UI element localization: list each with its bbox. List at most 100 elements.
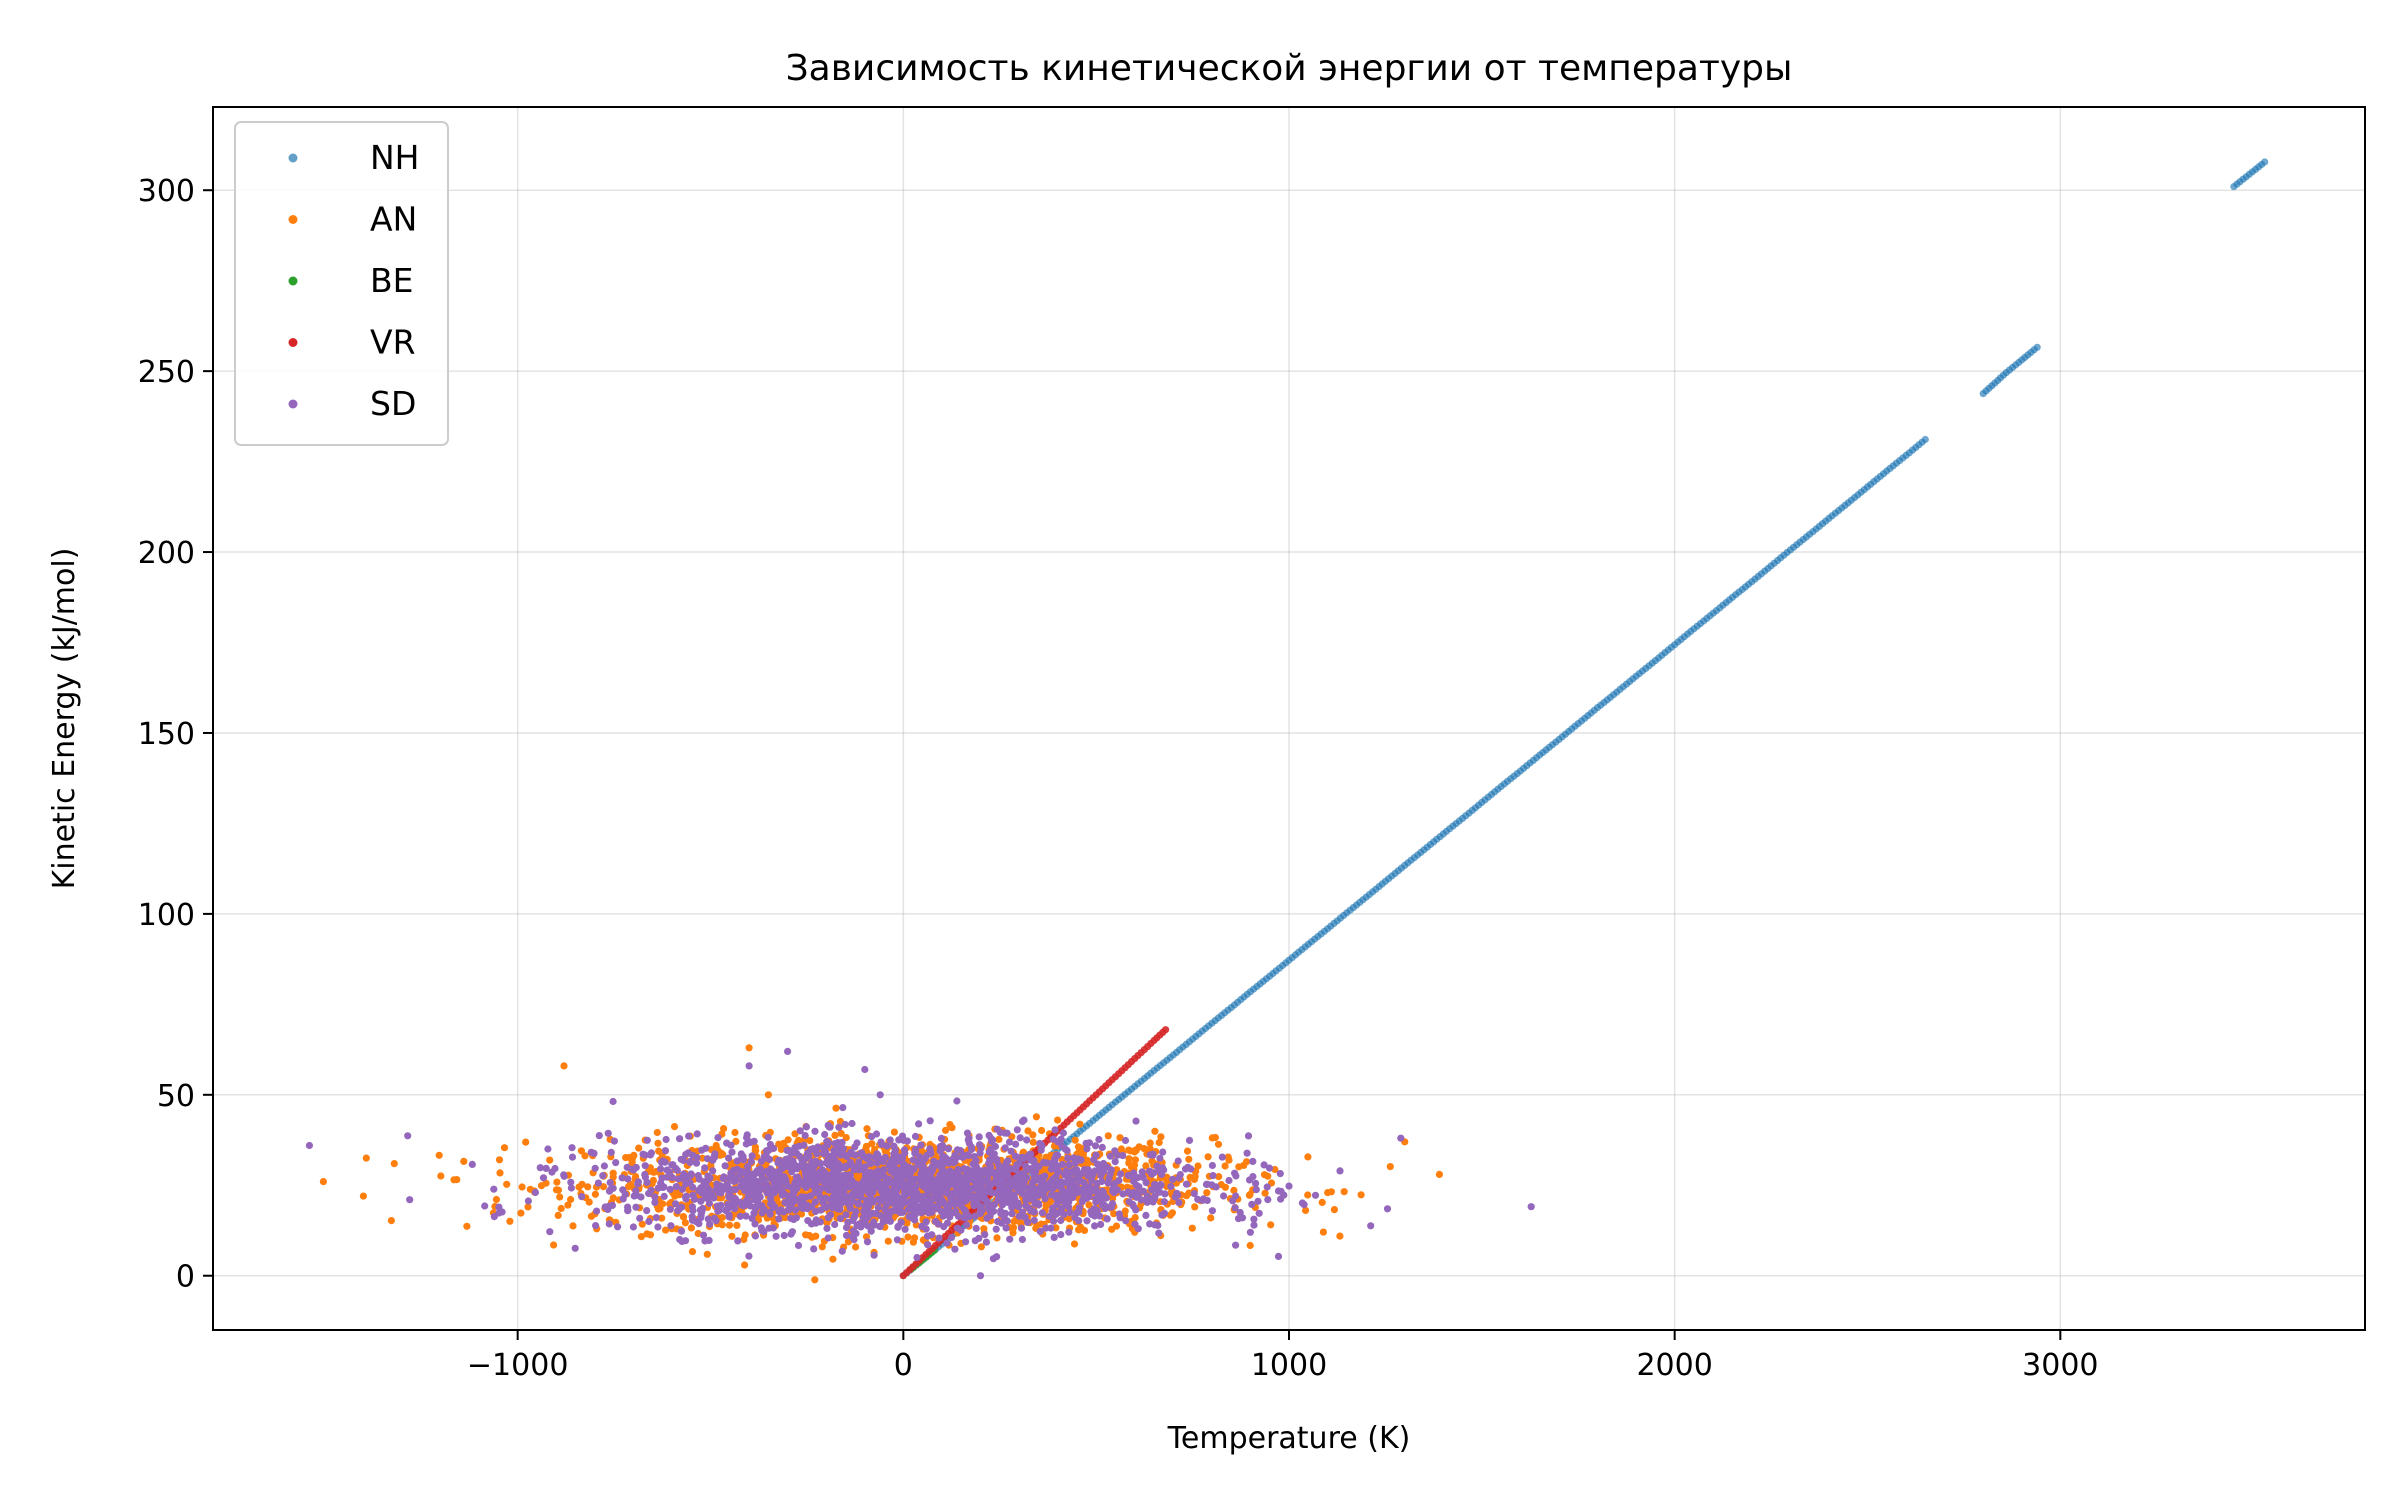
sd-point	[846, 1204, 855, 1212]
sd-point	[993, 1156, 1001, 1164]
sd-point	[1160, 1209, 1169, 1217]
sd-point	[788, 1228, 797, 1236]
sd-point	[1011, 1152, 1020, 1160]
sd-point	[848, 1119, 856, 1128]
sd-point	[839, 1196, 847, 1204]
sd-point	[697, 1197, 705, 1205]
an-point	[658, 1214, 666, 1222]
sd-point	[1138, 1168, 1146, 1176]
sd-point	[1111, 1158, 1119, 1166]
sd-point	[1061, 1191, 1069, 1199]
sd-point	[758, 1174, 766, 1183]
an-point	[1204, 1153, 1212, 1161]
an-point	[741, 1261, 749, 1269]
an-point	[1065, 1215, 1073, 1223]
sd-point	[1143, 1198, 1151, 1206]
sd-point	[842, 1211, 850, 1219]
sd-point	[773, 1171, 781, 1179]
sd-point	[866, 1190, 874, 1198]
sd-point	[827, 1161, 835, 1169]
an-point	[676, 1191, 684, 1199]
an-point	[496, 1169, 504, 1177]
sd-point	[857, 1191, 865, 1199]
sd-point	[831, 1202, 839, 1210]
sd-point	[639, 1150, 647, 1158]
sd-point	[1243, 1149, 1251, 1157]
sd-point	[985, 1131, 993, 1139]
sd-point	[1209, 1172, 1217, 1180]
an-point	[670, 1123, 679, 1131]
sd-point	[669, 1161, 677, 1169]
sd-point	[1274, 1252, 1283, 1260]
sd-point	[928, 1204, 937, 1212]
sd-point	[1005, 1138, 1014, 1146]
sd-point	[855, 1220, 864, 1228]
sd-point	[794, 1173, 802, 1181]
sd-point	[790, 1215, 798, 1224]
sd-point	[1159, 1148, 1167, 1156]
sd-point	[915, 1120, 923, 1128]
y-tick-label: 250	[138, 355, 195, 390]
sd-point	[605, 1187, 614, 1195]
sd-point	[1083, 1217, 1091, 1225]
sd-point	[890, 1156, 898, 1164]
sd-point	[802, 1123, 811, 1131]
sd-point	[801, 1131, 809, 1140]
an-point	[688, 1248, 697, 1256]
sd-point	[711, 1153, 719, 1161]
sd-point	[1254, 1197, 1262, 1205]
sd-point	[624, 1175, 632, 1183]
sd-point	[610, 1137, 619, 1145]
sd-point	[720, 1185, 728, 1193]
sd-point	[948, 1173, 956, 1181]
sd-point	[787, 1149, 796, 1158]
an-point	[503, 1180, 511, 1188]
sd-point	[701, 1237, 709, 1245]
sd-point	[928, 1187, 936, 1195]
an-point	[632, 1172, 640, 1181]
sd-point	[495, 1203, 503, 1211]
sd-point	[1202, 1180, 1211, 1188]
sd-point	[743, 1134, 751, 1142]
sd-point	[1107, 1203, 1116, 1211]
nh-point	[2033, 343, 2041, 351]
sd-point	[1119, 1190, 1127, 1198]
sd-point	[877, 1138, 885, 1146]
sd-point	[1102, 1194, 1110, 1202]
sd-point	[1068, 1179, 1076, 1187]
sd-point	[1232, 1241, 1240, 1249]
sd-point	[689, 1191, 697, 1199]
sd-point	[682, 1195, 690, 1203]
sd-point	[1244, 1132, 1253, 1140]
legend-label-nh: NH	[370, 138, 420, 177]
an-point	[731, 1128, 739, 1137]
sd-point	[1113, 1151, 1122, 1159]
sd-point	[1083, 1145, 1091, 1153]
an-point	[584, 1183, 592, 1191]
an-point	[681, 1219, 690, 1227]
sd-point	[911, 1216, 919, 1224]
sd-point	[841, 1151, 849, 1159]
sd-point	[764, 1133, 772, 1141]
sd-point	[835, 1189, 843, 1197]
sd-point	[1023, 1165, 1031, 1174]
sd-point	[1274, 1187, 1283, 1195]
sd-point	[1075, 1208, 1083, 1216]
sd-point	[1092, 1151, 1100, 1159]
sd-point	[838, 1138, 846, 1147]
sd-point	[1151, 1192, 1159, 1200]
sd-point	[641, 1173, 650, 1181]
sd-point	[1255, 1209, 1263, 1217]
an-point	[1271, 1165, 1279, 1174]
sd-point	[660, 1192, 668, 1200]
an-point	[319, 1178, 327, 1186]
an-point	[359, 1192, 367, 1200]
sd-point	[802, 1193, 810, 1201]
sd-point	[823, 1224, 831, 1232]
sd-point	[531, 1188, 540, 1197]
sd-point	[607, 1148, 615, 1156]
an-point	[1162, 1175, 1170, 1183]
sd-point	[1173, 1189, 1181, 1197]
sd-point	[988, 1189, 996, 1197]
